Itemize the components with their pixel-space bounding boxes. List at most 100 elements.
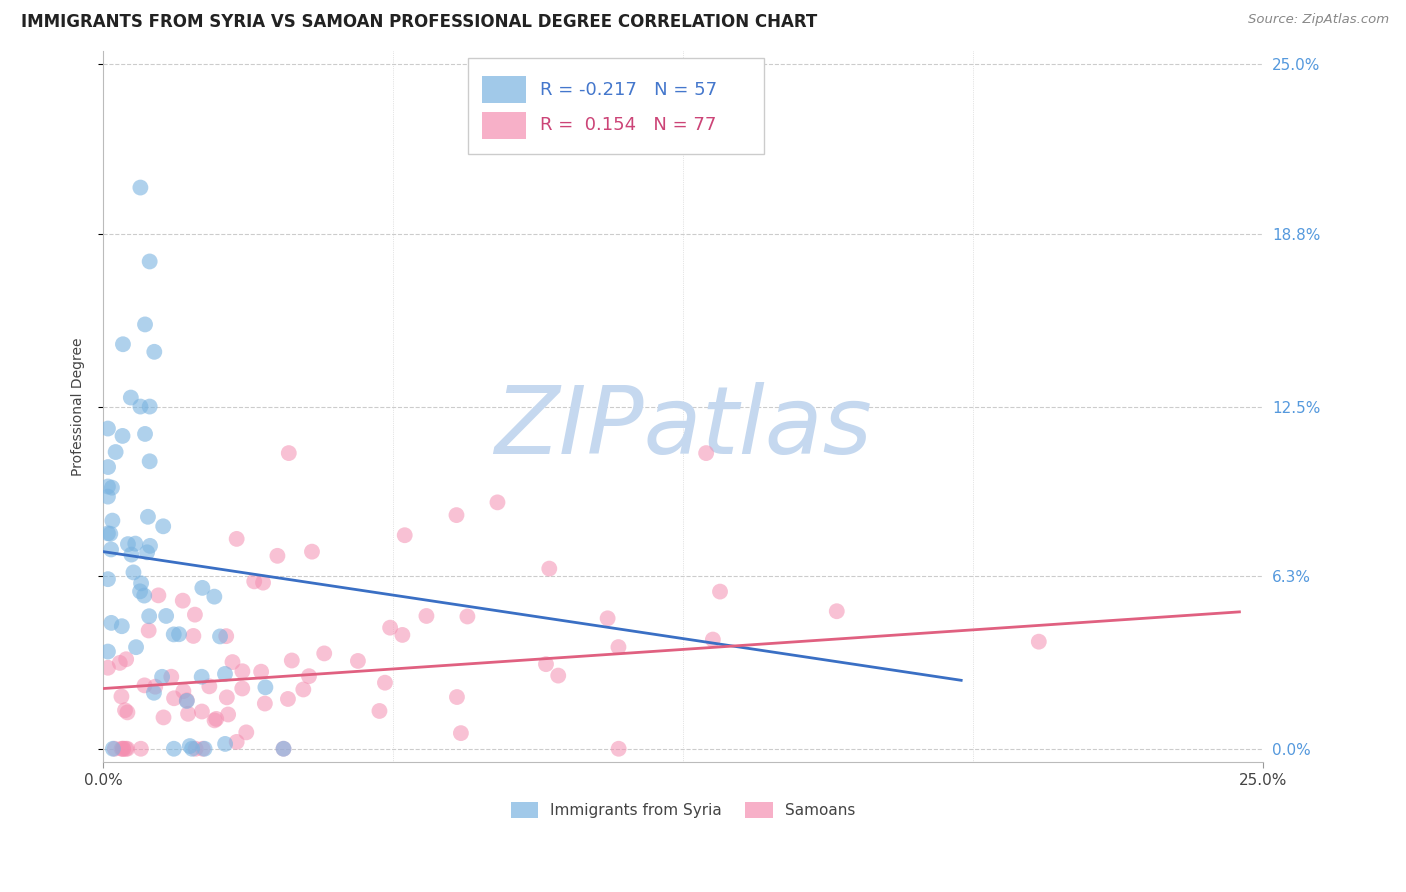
Point [368,704,391,718]
Point [190,670,212,684]
Point [152,519,174,533]
Point [163,627,186,641]
Text: R = -0.217   N = 57: R = -0.217 N = 57 [540,81,717,99]
Point [596,611,619,625]
Point [129,741,152,756]
Point [117,706,139,720]
Point [825,604,848,618]
Point [374,675,396,690]
Point [138,254,160,268]
Point [181,741,204,756]
Point [134,678,156,692]
Text: IMMIGRANTS FROM SYRIA VS SAMOAN PROFESSIONAL DEGREE CORRELATION CHART: IMMIGRANTS FROM SYRIA VS SAMOAN PROFESSI… [21,13,817,31]
Point [97,526,120,541]
FancyBboxPatch shape [482,112,526,139]
Point [292,682,315,697]
Point [115,741,138,756]
Point [215,629,238,643]
Point [273,741,295,756]
Point [97,479,120,493]
Point [100,615,122,630]
FancyBboxPatch shape [482,77,526,103]
Legend: Immigrants from Syria, Samoans: Immigrants from Syria, Samoans [503,795,863,826]
Point [97,644,120,658]
Point [253,697,276,711]
Point [231,681,253,696]
Point [97,661,120,675]
Point [110,690,132,704]
Point [122,566,145,580]
Point [172,593,194,607]
Point [143,344,166,359]
Point [391,628,413,642]
Point [250,665,273,679]
Point [1028,634,1050,648]
Point [415,609,437,624]
Point [378,621,401,635]
Text: ZIPatlas: ZIPatlas [494,383,872,474]
Point [225,532,247,546]
Point [100,542,122,557]
Point [538,561,561,575]
Point [115,652,138,666]
Point [129,584,152,599]
Point [104,445,127,459]
Point [534,657,557,672]
Point [172,684,194,698]
Point [281,653,304,667]
Point [97,460,120,475]
Point [112,741,135,756]
Point [150,670,173,684]
Point [160,670,183,684]
Point [152,710,174,724]
Point [215,690,238,705]
Point [138,400,160,414]
Point [98,526,121,541]
Point [695,446,717,460]
Point [486,495,509,509]
Point [120,391,142,405]
Point [221,655,243,669]
Y-axis label: Professional Degree: Professional Degree [72,337,86,475]
Point [446,690,468,704]
Point [446,508,468,522]
Point [547,668,569,682]
Point [104,741,127,756]
Point [163,741,186,756]
Point [191,741,214,756]
Point [108,656,131,670]
Point [136,545,159,559]
Point [177,706,200,721]
Point [607,741,630,756]
Point [148,588,170,602]
Point [179,739,201,753]
Point [347,654,370,668]
Point [114,741,136,756]
Point [125,640,148,655]
FancyBboxPatch shape [468,58,763,154]
Point [138,454,160,468]
Point [235,725,257,739]
Point [110,741,132,756]
Point [129,576,152,591]
Point [114,703,136,717]
Point [138,609,160,624]
Point [167,627,190,641]
Point [97,421,120,435]
Point [134,318,156,332]
Point [124,536,146,550]
Point [111,337,134,351]
Point [266,549,288,563]
Point [298,669,321,683]
Text: Source: ZipAtlas.com: Source: ZipAtlas.com [1249,13,1389,27]
Point [198,679,221,693]
Point [111,741,134,756]
Point [176,693,198,707]
Point [205,712,228,726]
Point [142,686,165,700]
Text: R =  0.154   N = 77: R = 0.154 N = 77 [540,117,717,135]
Point [136,509,159,524]
Point [111,429,134,443]
Point [194,741,217,756]
Point [709,584,731,599]
